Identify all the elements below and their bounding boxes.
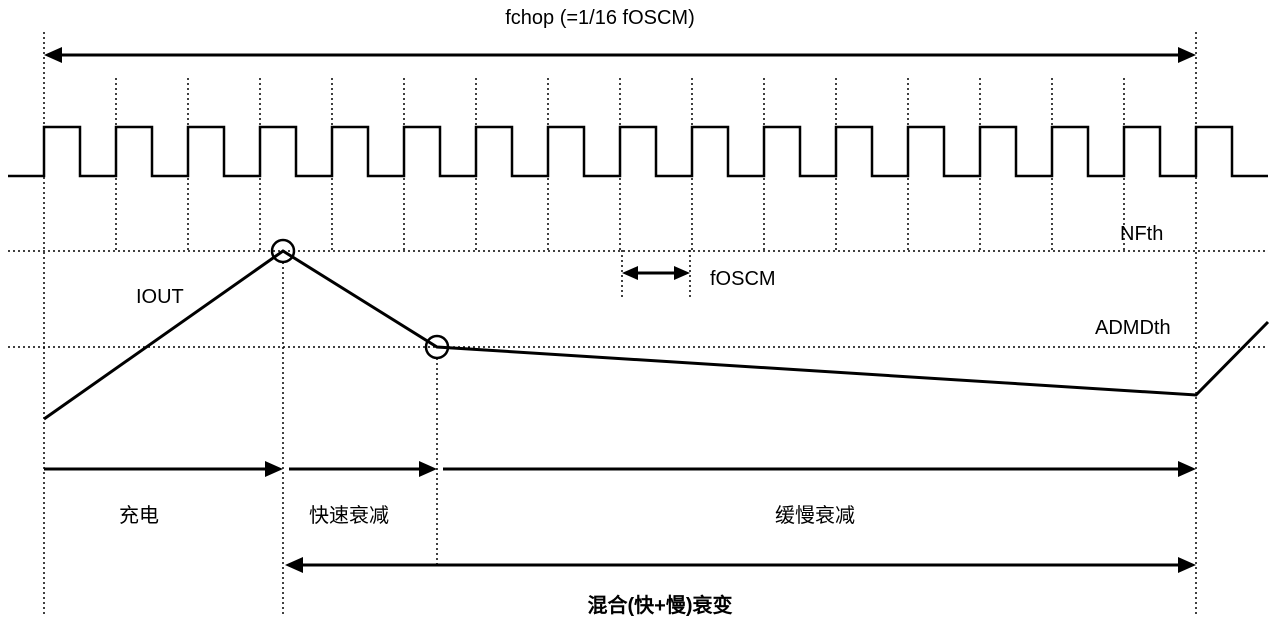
oscillator-square-wave	[8, 125, 1268, 178]
charge-phase-label: 充电	[119, 504, 159, 527]
mixed-decay-span-arrow	[285, 557, 1196, 573]
admdth-label: ADMDth	[1095, 317, 1171, 339]
fast-decay-phase-label: 快速衰减	[309, 504, 389, 527]
charge-phase-arrow	[44, 461, 283, 477]
slow-decay-phase-arrow	[443, 461, 1196, 477]
fchop-label: fchop (=1/16 fOSCM)	[505, 7, 695, 29]
admdth-crossing-marker	[424, 334, 450, 360]
fast-decay-phase-arrow	[289, 461, 437, 477]
iout-current-waveform	[43, 249, 1270, 421]
mixed-decay-label: 混合(快+慢)衰变	[588, 593, 733, 617]
vertical-grid-lines	[43, 32, 1197, 615]
iout-label: IOUT	[136, 286, 184, 308]
slow-decay-phase-label: 缓慢衰减	[775, 504, 855, 527]
foscm-period-arrow	[622, 266, 690, 280]
nfth-label: NFth	[1120, 223, 1163, 245]
fchop-span-arrow	[44, 47, 1196, 63]
nfth-crossing-marker	[270, 238, 296, 264]
foscm-label: fOSCM	[710, 268, 776, 290]
